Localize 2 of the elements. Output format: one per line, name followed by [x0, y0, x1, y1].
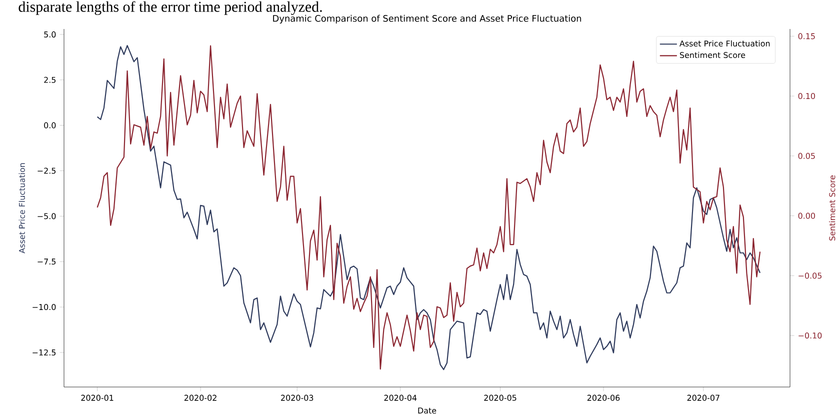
chart-title: Dynamic Comparison of Sentiment Score and Asset Price Fluctuation	[273, 14, 582, 24]
text: disparate lengths of the error time period analyzed.	[18, 1, 322, 15]
